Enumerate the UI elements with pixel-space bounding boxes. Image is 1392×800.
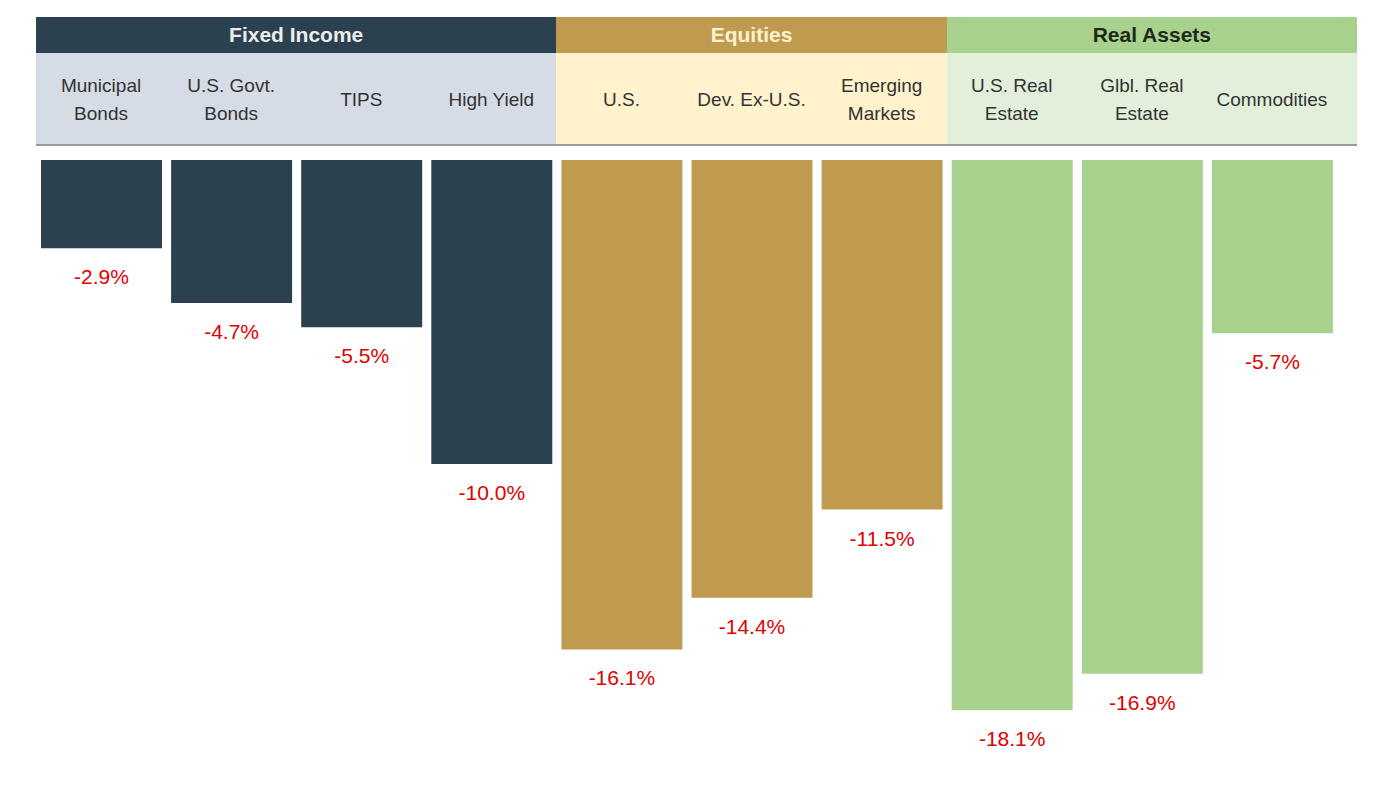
- svg-text:U.S. Real: U.S. Real: [971, 75, 1052, 96]
- svg-text:-5.5%: -5.5%: [334, 344, 389, 367]
- svg-text:-18.1%: -18.1%: [979, 727, 1046, 750]
- svg-text:-4.7%: -4.7%: [204, 320, 259, 343]
- svg-text:Markets: Markets: [848, 103, 916, 124]
- html-text:Equities: Equities: [710, 23, 793, 46]
- svg-text:Bonds: Bonds: [74, 103, 128, 124]
- svg-text:Glbl. Real: Glbl. Real: [1100, 75, 1183, 96]
- svg-text:U.S. Govt.: U.S. Govt.: [187, 75, 275, 96]
- svg-text:Emerging: Emerging: [841, 75, 922, 96]
- svg-text:U.S.: U.S.: [603, 89, 640, 110]
- svg-text:Bonds: Bonds: [204, 103, 258, 124]
- svg-text:-2.9%: -2.9%: [74, 265, 129, 288]
- svg-text:Dev. Ex-U.S.: Dev. Ex-U.S.: [697, 89, 805, 110]
- svg-text:-14.4%: -14.4%: [719, 615, 786, 638]
- svg-text:-16.9%: -16.9%: [1109, 691, 1176, 714]
- svg-text:-11.5%: -11.5%: [850, 527, 915, 550]
- svg-text:Estate: Estate: [985, 103, 1039, 124]
- svg-text:High Yield: High Yield: [449, 89, 535, 110]
- svg-text:-16.1%: -16.1%: [589, 666, 656, 689]
- svg-text:Municipal: Municipal: [61, 75, 141, 96]
- svg-text:Estate: Estate: [1115, 103, 1169, 124]
- svg-text:Commodities: Commodities: [1217, 89, 1328, 110]
- svg-text:TIPS: TIPS: [340, 89, 382, 110]
- html-text:Real Assets: Real Assets: [1092, 23, 1211, 46]
- html-text:Fixed Income: Fixed Income: [229, 23, 364, 46]
- svg-text:-10.0%: -10.0%: [459, 481, 526, 504]
- svg-text:-5.7%: -5.7%: [1245, 350, 1300, 373]
